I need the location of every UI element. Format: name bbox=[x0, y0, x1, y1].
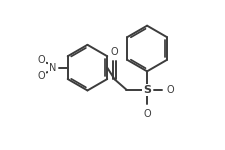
Text: O: O bbox=[143, 109, 151, 119]
Text: O: O bbox=[111, 47, 119, 57]
Text: S: S bbox=[143, 85, 151, 95]
Text: N: N bbox=[49, 63, 56, 73]
Text: O: O bbox=[167, 85, 175, 95]
Text: O: O bbox=[37, 71, 45, 81]
Text: O: O bbox=[37, 55, 45, 64]
